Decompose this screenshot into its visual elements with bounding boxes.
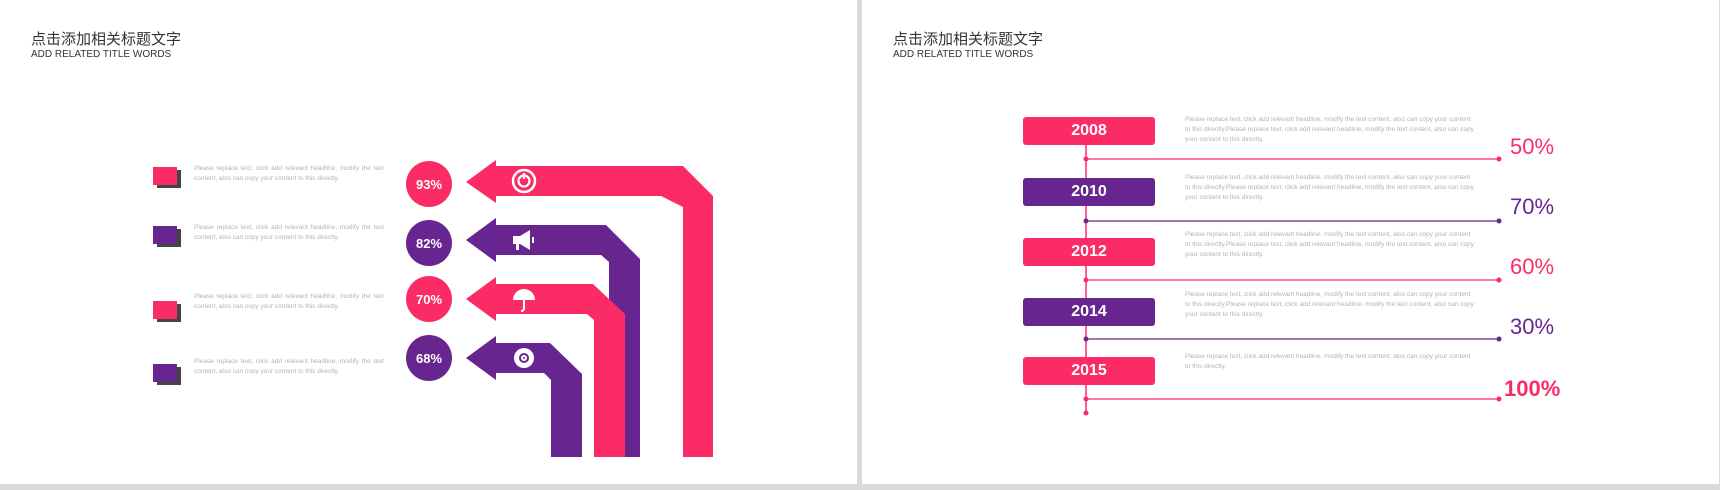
year-box: 2014 [1023,298,1155,326]
percent-badge: 93% [406,161,452,207]
year-box: 2010 [1023,178,1155,206]
item-description: Please replace text, click add relevant … [1185,231,1474,258]
power-icon [511,168,537,194]
percent-badge: 68% [406,335,452,381]
timeline-graphic [1083,144,1502,416]
megaphone-icon [513,230,534,250]
percent-value: 100% [1504,376,1561,401]
slide-left[interactable]: 点击添加相关标题文字 ADD RELATED TITLE WORDS [0,0,857,484]
year-box: 2008 [1023,117,1155,145]
item-description: Please replace text, click add relevant … [1185,116,1474,143]
percent-value: 30% [1510,314,1555,339]
percent-badge: 82% [406,220,452,266]
item-description: Please replace text, click add relevant … [194,293,384,310]
percent-value: 60% [1510,254,1555,279]
list-item: Please replace text, click add relevant … [0,158,857,208]
slide-right[interactable]: 点击添加相关标题文字 ADD RELATED TITLE WORDS 2008 [862,0,1719,484]
slide-subtitle: ADD RELATED TITLE WORDS [31,49,172,60]
item-description: Please replace text, click add relevant … [194,224,384,241]
color-square [153,301,177,319]
connector-dot [1083,277,1089,283]
slide-title: 点击添加相关标题文字 [893,30,1044,48]
list-item: Please replace text, click add relevant … [0,217,857,267]
connector-end [1496,156,1502,162]
connector-dot [1083,156,1089,162]
year-box: 2012 [1023,238,1155,266]
item-description: Please replace text, click add relevant … [1185,353,1471,370]
item-description: Please replace text, click add relevant … [194,165,384,182]
color-square [153,167,177,185]
item-description: Please replace text, click add relevant … [1185,291,1474,318]
color-square [153,226,177,244]
item-description: Please replace text, click add relevant … [1185,174,1474,201]
connector-dot [1083,396,1089,402]
arrow-4 [466,336,582,457]
slide-title: 点击添加相关标题文字 [31,30,182,48]
list-item: Please replace text, click add relevant … [0,335,857,385]
connector-end [1496,396,1502,402]
connector-end [1496,336,1502,342]
item-description: Please replace text, click add relevant … [194,358,384,375]
arrow-3 [466,277,625,457]
color-square [153,364,177,382]
slide-subtitle: ADD RELATED TITLE WORDS [893,49,1034,60]
disc-icon [514,348,534,368]
arrow-1 [466,160,713,457]
arrows-graphic [466,160,713,457]
percent-badge: 70% [406,276,452,322]
umbrella-icon [513,289,535,312]
list-item: Please replace text, click add relevant … [0,276,857,326]
year-box: 2015 [1023,357,1155,385]
percent-value: 70% [1510,194,1555,219]
connector-dot [1083,336,1089,342]
connector-end [1496,218,1502,224]
percent-value: 50% [1510,134,1555,159]
connector-dot [1083,218,1089,224]
connector-end [1496,277,1502,283]
spine-end-dot [1083,410,1089,416]
